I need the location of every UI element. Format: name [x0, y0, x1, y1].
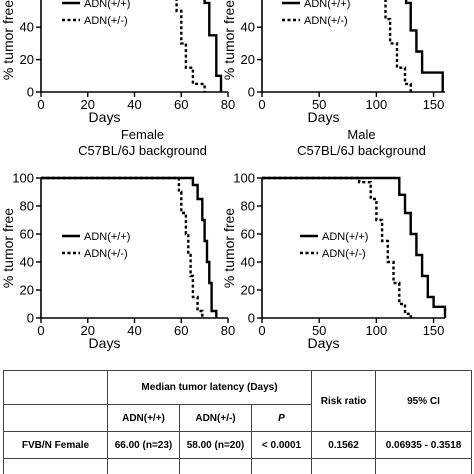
- x-tick-label: 80: [221, 97, 235, 112]
- series-line-adn-het: [262, 176, 412, 318]
- legend-label: ADN(+/+): [84, 231, 130, 243]
- table-corner-cell: [3, 370, 108, 405]
- y-tick-label: 20: [20, 283, 34, 298]
- y-axis-label: % tumor free: [0, 0, 16, 80]
- panel-title: C57BL/6J background: [78, 143, 207, 158]
- x-axis-label: Days: [89, 109, 121, 125]
- x-tick-label: 20: [81, 97, 95, 112]
- ci-header: 95% CI: [375, 370, 473, 432]
- x-tick-label: 80: [221, 323, 235, 338]
- y-tick-label: 20: [20, 52, 34, 67]
- km-panel-1: 0 20 40 0 20 40 60 80 Days % tumor free ADN(+/+) AD…: [0, 0, 235, 125]
- panel-title: Male: [347, 127, 375, 142]
- x-tick-label: 40: [127, 97, 141, 112]
- panel-title: Female: [121, 127, 164, 142]
- series-line-adn-wt: [404, 0, 444, 92]
- table-blank-cell: [3, 404, 108, 432]
- y-tick-label: 80: [20, 199, 34, 214]
- latency-table: Median tumor latency (Days) Risk ratio 9…: [3, 370, 473, 474]
- y-tick-label: 60: [20, 227, 34, 242]
- p-value: < 0.0001: [250, 431, 313, 459]
- y-axis-label: % tumor free: [221, 208, 237, 288]
- series-line-adn-wt: [41, 176, 218, 318]
- legend-label: ADN(+/-): [322, 248, 366, 260]
- panel-title: C57BL/6J background: [297, 143, 426, 158]
- y-tick-label: 0: [248, 85, 255, 100]
- table-cutoff-cell: [3, 458, 108, 474]
- series-line-adn-het: [175, 0, 206, 92]
- x-tick-label: 0: [258, 323, 265, 338]
- x-tick-label: 100: [366, 323, 388, 338]
- series-line-adn-wt: [262, 176, 447, 318]
- x-tick-label: 0: [37, 323, 44, 338]
- y-tick-label: 20: [241, 52, 255, 67]
- table-cutoff-cell: [375, 458, 473, 474]
- legend-label: ADN(+/-): [84, 15, 128, 27]
- y-tick-label: 40: [20, 255, 34, 270]
- series-line-adn-het: [384, 0, 412, 92]
- y-tick-label: 80: [241, 199, 255, 214]
- km-plots: 0 20 40 0 20 40 60 80 Days % tumor free ADN(+/+) AD…: [0, 0, 447, 351]
- legend-label: ADN(+/-): [84, 248, 128, 260]
- table-cutoff-cell: [179, 458, 252, 474]
- median-latency-header: Median tumor latency (Days): [106, 370, 313, 405]
- x-axis-label: Days: [308, 335, 340, 351]
- adn-pm-header: ADN(+/-): [179, 404, 252, 432]
- adn-pm-value: 58.00 (n=20): [179, 431, 252, 459]
- x-tick-label: 40: [127, 323, 141, 338]
- legend-label: ADN(+/+): [322, 231, 368, 243]
- risk-ratio-header: Risk ratio: [311, 370, 377, 432]
- x-tick-label: 0: [37, 97, 44, 112]
- y-axis-label: % tumor free: [0, 208, 16, 288]
- y-tick-label: 0: [27, 85, 34, 100]
- x-tick-label: 0: [258, 97, 265, 112]
- km-panel-2: 0 20 40 0 50 100 150 Days % tumor free ADN(+/+) AD…: [221, 0, 445, 125]
- row-label: FVB/N Female: [3, 431, 108, 459]
- table-row: FVB/N Female 66.00 (n=23) 58.00 (n=20) <…: [3, 431, 473, 459]
- x-axis-label: Days: [89, 335, 121, 351]
- x-axis-label: Days: [308, 109, 340, 125]
- ci-value: 0.06935 - 0.3518: [375, 431, 473, 459]
- risk-ratio-value: 0.1562: [311, 431, 377, 459]
- legend-label: ADN(+/+): [84, 0, 130, 10]
- legend-label: ADN(+/+): [304, 0, 350, 10]
- x-tick-label: 150: [423, 97, 445, 112]
- y-tick-label: 0: [248, 311, 255, 326]
- adn-pp-header: ADN(+/+): [107, 404, 180, 432]
- adn-pp-value: 66.00 (n=23): [107, 431, 180, 459]
- x-tick-label: 50: [312, 97, 326, 112]
- p-header: P: [250, 404, 313, 432]
- x-tick-label: 50: [312, 323, 326, 338]
- table-cutoff-cell: [250, 458, 313, 474]
- table-cutoff-cell: [107, 458, 180, 474]
- x-tick-label: 20: [81, 323, 95, 338]
- y-tick-label: 100: [12, 171, 34, 186]
- y-tick-label: 40: [20, 20, 34, 35]
- x-tick-label: 100: [366, 97, 388, 112]
- y-tick-label: 0: [27, 311, 34, 326]
- y-tick-label: 20: [241, 283, 255, 298]
- legend-label: ADN(+/-): [304, 15, 348, 27]
- series-line-adn-wt: [203, 0, 223, 92]
- table-cutoff-cell: [311, 458, 377, 474]
- y-tick-label: 40: [241, 20, 255, 35]
- x-tick-label: 150: [423, 323, 445, 338]
- y-tick-label: 40: [241, 255, 255, 270]
- y-tick-label: 60: [241, 227, 255, 242]
- x-tick-label: 60: [174, 323, 188, 338]
- y-axis-label: % tumor free: [221, 0, 237, 80]
- y-tick-label: 100: [233, 171, 255, 186]
- series-line-adn-het: [41, 176, 204, 318]
- x-tick-label: 60: [174, 97, 188, 112]
